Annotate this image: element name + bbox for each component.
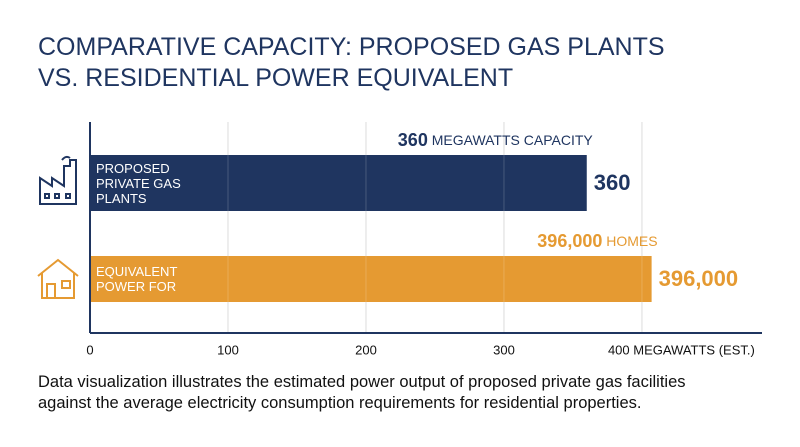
category-label: PROPOSED PRIVATE GAS PLANTS — [96, 160, 181, 206]
annotation-value: 396,000 — [537, 231, 602, 251]
title-line: COMPARATIVE CAPACITY: PROPOSED GAS PLANT… — [38, 33, 665, 61]
title: COMPARATIVE CAPACITY: PROPOSED GAS PLANT… — [38, 32, 665, 94]
factory-icon — [39, 155, 77, 205]
x-tick-label: 200 — [355, 342, 377, 357]
end-label: 396,000 — [659, 266, 739, 291]
annotation: 360 MEGAWATTS CAPACITY — [398, 130, 594, 150]
x-tick-label: 0 — [86, 342, 93, 357]
bar — [90, 256, 652, 302]
title-line: VS. RESIDENTIAL POWER EQUIVALENT — [38, 64, 514, 92]
bar — [90, 155, 587, 211]
end-label: 360 — [594, 170, 631, 195]
house-icon — [37, 258, 79, 299]
annotation-text: HOMES — [606, 233, 657, 249]
caption: Data visualization illustrates the estim… — [38, 373, 686, 412]
x-tick-label: 400 MEGAWATTS (EST.) — [608, 342, 755, 357]
x-tick-label: 100 — [217, 342, 239, 357]
annotation-value: 360 — [398, 130, 428, 150]
x-tick-label: 300 — [493, 342, 515, 357]
annotation: 396,000 HOMES — [537, 231, 657, 251]
annotation-text: MEGAWATTS CAPACITY — [432, 132, 594, 148]
category-label: EQUIVALENT POWER FOR — [96, 264, 178, 294]
